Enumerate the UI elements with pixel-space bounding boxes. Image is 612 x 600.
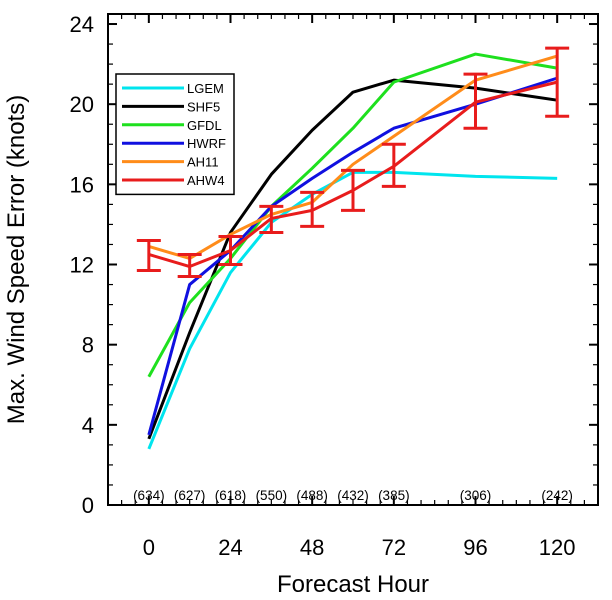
y-tick-label: 8 [82, 333, 94, 358]
sample-count-label: (432) [337, 488, 369, 503]
legend-item-ah11: AH11 [122, 155, 219, 170]
series-line-gfdl [147, 52, 558, 378]
x-tick-label: 0 [143, 535, 155, 560]
sample-count-label: (627) [174, 488, 206, 503]
x-tick-label: 24 [218, 535, 242, 560]
error-bar [136, 238, 161, 273]
series-line-hwrf [147, 76, 558, 436]
legend-label: HWRF [187, 136, 226, 151]
legend-item-gfdl: GFDL [122, 118, 222, 133]
y-axis-title: Max. Wind Speed Error (knots) [3, 95, 30, 424]
y-tick-label: 0 [82, 493, 94, 518]
legend-label: AH11 [187, 155, 219, 170]
sample-count-label: (385) [378, 488, 410, 503]
error-bar [463, 72, 488, 130]
legend-item-ahw4: AHW4 [122, 173, 225, 188]
x-tick-label: 120 [539, 535, 576, 560]
error-bar [545, 46, 570, 118]
legend-label: LGEM [187, 81, 224, 96]
series-line-lgem [147, 170, 558, 450]
sample-count-label: (242) [541, 488, 573, 503]
error-bar [218, 234, 243, 267]
legend-item-shf5: SHF5 [122, 99, 220, 114]
legend-label: SHF5 [187, 99, 220, 114]
sample-count-label: (618) [215, 488, 247, 503]
x-axis-title: Forecast Hour [277, 571, 429, 598]
y-tick-label: 20 [70, 92, 94, 117]
legend-box [115, 73, 235, 196]
error-bar [177, 252, 202, 279]
error-bars [136, 46, 570, 279]
sample-count-labels: (634) (627) (618) (550) (488) (432) (385) (306)… [133, 488, 573, 503]
legend: LGEM SHF5 GFDL HWRF AH11 AHW4 [115, 73, 235, 196]
error-bar [341, 168, 365, 212]
x-tick-label: 72 [382, 535, 406, 560]
sample-count-label: (306) [460, 488, 492, 503]
x-tick-label: 48 [300, 535, 324, 560]
y-tick-label: 24 [70, 12, 94, 37]
series-line-shf5 [147, 78, 558, 440]
error-bar [381, 142, 406, 188]
sample-count-label: (488) [296, 488, 328, 503]
y-tick-label: 4 [82, 413, 94, 438]
error-bar [259, 204, 284, 234]
legend-label: AHW4 [187, 173, 225, 188]
legend-item-hwrf: HWRF [122, 136, 226, 151]
sample-count-label: (550) [256, 488, 288, 503]
y-tick-label: 16 [70, 172, 94, 197]
legend-label: GFDL [187, 118, 222, 133]
x-tick-label: 96 [463, 535, 487, 560]
y-tick-label: 12 [70, 253, 94, 278]
error-bar [300, 190, 325, 228]
legend-item-lgem: LGEM [122, 81, 224, 96]
sample-count-label: (634) [133, 488, 165, 503]
